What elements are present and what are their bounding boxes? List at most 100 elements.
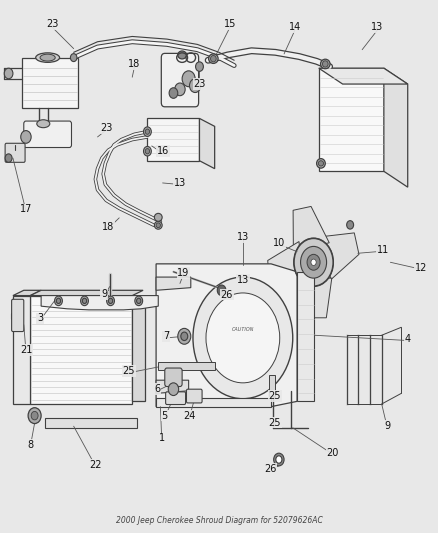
Polygon shape [199, 118, 215, 168]
Polygon shape [156, 398, 271, 407]
Circle shape [28, 408, 41, 424]
Polygon shape [297, 272, 314, 401]
Ellipse shape [211, 55, 216, 62]
Text: 2000 Jeep Cherokee Shroud Diagram for 52079626AC: 2000 Jeep Cherokee Shroud Diagram for 52… [116, 515, 322, 524]
Text: 25: 25 [123, 366, 135, 376]
Ellipse shape [156, 223, 160, 228]
Polygon shape [41, 296, 158, 310]
Circle shape [106, 296, 114, 305]
Polygon shape [30, 290, 143, 296]
Text: 25: 25 [268, 417, 281, 427]
Ellipse shape [145, 129, 150, 134]
Circle shape [206, 293, 280, 383]
Polygon shape [30, 296, 132, 404]
Polygon shape [21, 58, 78, 108]
Text: 16: 16 [156, 146, 169, 156]
Circle shape [57, 298, 60, 303]
Polygon shape [319, 68, 408, 84]
FancyBboxPatch shape [166, 392, 186, 405]
Circle shape [175, 83, 185, 96]
Text: 9: 9 [384, 421, 390, 431]
Text: 4: 4 [405, 335, 411, 344]
Polygon shape [293, 206, 329, 251]
Polygon shape [384, 68, 408, 187]
Ellipse shape [154, 213, 162, 221]
FancyBboxPatch shape [12, 300, 24, 332]
Ellipse shape [178, 51, 187, 59]
Text: 23: 23 [46, 19, 58, 29]
Circle shape [169, 88, 178, 98]
Circle shape [5, 154, 12, 163]
Text: 5: 5 [162, 410, 168, 421]
Circle shape [21, 131, 31, 143]
Polygon shape [13, 296, 30, 404]
Text: 15: 15 [224, 19, 236, 29]
Text: 19: 19 [177, 268, 190, 278]
Text: 18: 18 [128, 60, 141, 69]
Text: 13: 13 [237, 274, 249, 285]
Text: 18: 18 [102, 222, 114, 232]
Circle shape [108, 298, 113, 303]
FancyBboxPatch shape [161, 53, 198, 107]
Text: 13: 13 [237, 232, 249, 243]
Text: 21: 21 [20, 345, 32, 355]
Text: 9: 9 [101, 289, 107, 299]
FancyBboxPatch shape [24, 121, 71, 148]
FancyBboxPatch shape [5, 143, 25, 163]
Polygon shape [156, 264, 297, 407]
Ellipse shape [208, 54, 218, 63]
Ellipse shape [322, 61, 328, 67]
Circle shape [168, 383, 179, 395]
Text: 14: 14 [289, 22, 301, 32]
Text: CAUTION: CAUTION [232, 327, 254, 333]
Circle shape [82, 298, 87, 303]
Text: 11: 11 [377, 245, 389, 255]
Text: 3: 3 [37, 313, 43, 324]
Text: 20: 20 [326, 448, 339, 458]
Polygon shape [268, 241, 302, 286]
Text: 6: 6 [154, 384, 160, 394]
Circle shape [55, 296, 62, 305]
Polygon shape [13, 290, 41, 296]
Bar [46, 418, 137, 428]
Circle shape [181, 332, 188, 341]
Bar [269, 375, 276, 396]
Polygon shape [132, 298, 145, 401]
Ellipse shape [196, 62, 203, 71]
Circle shape [190, 79, 201, 93]
Text: 12: 12 [414, 263, 427, 272]
Text: 23: 23 [193, 79, 206, 89]
Ellipse shape [71, 54, 77, 62]
Circle shape [31, 411, 38, 420]
Text: 13: 13 [174, 178, 186, 188]
Text: 7: 7 [163, 332, 169, 341]
Text: 10: 10 [273, 238, 285, 248]
Circle shape [137, 298, 141, 303]
Text: 1: 1 [159, 433, 165, 443]
Text: 17: 17 [20, 204, 32, 214]
Circle shape [300, 246, 327, 278]
Text: 25: 25 [268, 391, 281, 401]
Circle shape [346, 221, 353, 229]
Circle shape [182, 71, 195, 87]
Ellipse shape [40, 54, 55, 61]
Ellipse shape [145, 149, 150, 154]
Circle shape [217, 285, 226, 296]
Polygon shape [321, 233, 359, 280]
Circle shape [178, 328, 191, 344]
Ellipse shape [144, 147, 151, 156]
Circle shape [307, 254, 320, 270]
Text: 13: 13 [371, 22, 384, 32]
Text: 24: 24 [184, 410, 196, 421]
Circle shape [274, 453, 284, 466]
Ellipse shape [317, 159, 325, 168]
Circle shape [276, 456, 282, 463]
Text: 26: 26 [264, 464, 276, 473]
Polygon shape [156, 277, 191, 290]
Bar [158, 362, 215, 369]
Circle shape [193, 277, 293, 399]
FancyBboxPatch shape [165, 368, 182, 386]
Polygon shape [156, 380, 189, 393]
Polygon shape [295, 278, 332, 318]
Circle shape [294, 238, 333, 286]
